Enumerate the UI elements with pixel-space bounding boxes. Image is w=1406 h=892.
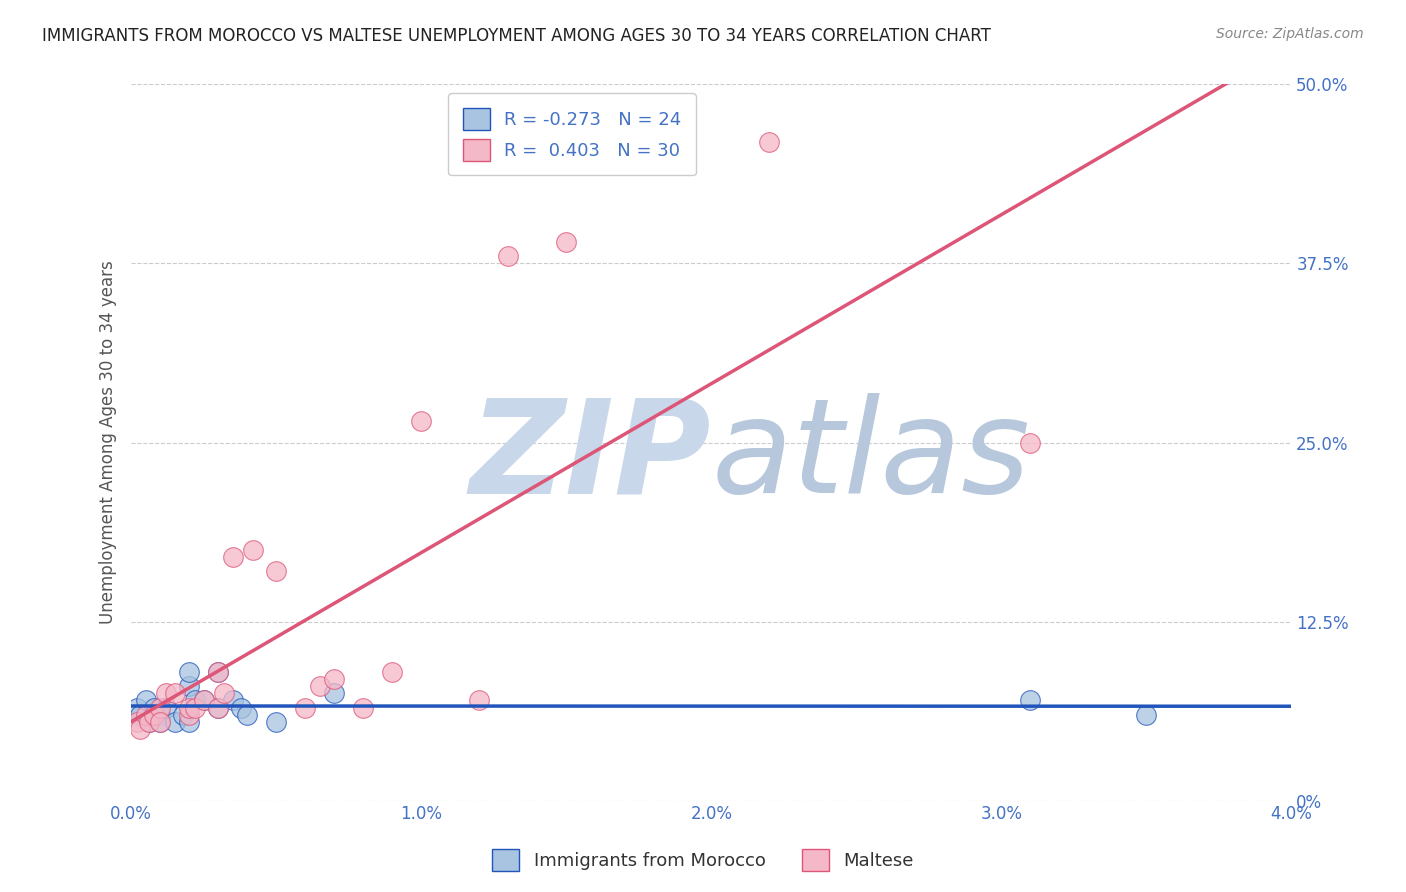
Legend: Immigrants from Morocco, Maltese: Immigrants from Morocco, Maltese (485, 842, 921, 879)
Point (294, 700, 316, 714)
Point (129, 707, 152, 722)
Point (149, 707, 172, 722)
Legend: R = -0.273   N = 24, R =  0.403   N = 30: R = -0.273 N = 24, R = 0.403 N = 30 (449, 94, 696, 176)
Point (135, 707, 157, 722)
Point (236, 707, 259, 722)
Point (149, 714, 172, 729)
Point (179, 714, 201, 729)
Point (222, 693, 245, 707)
Point (207, 700, 229, 714)
Point (323, 686, 346, 700)
Point (1019, 693, 1042, 707)
Point (155, 700, 177, 714)
Point (163, 714, 186, 729)
Point (411, 414, 433, 428)
Point (1019, 435, 1042, 450)
Point (264, 565, 287, 579)
Text: Source: ZipAtlas.com: Source: ZipAtlas.com (1216, 27, 1364, 41)
Point (242, 543, 264, 558)
Point (193, 693, 215, 707)
Point (381, 665, 404, 679)
Point (125, 714, 148, 729)
Point (323, 672, 346, 686)
Point (207, 665, 229, 679)
Point (498, 249, 520, 263)
Point (143, 707, 166, 722)
Point (149, 700, 172, 714)
Point (163, 686, 186, 700)
Point (138, 714, 160, 729)
Point (179, 665, 201, 679)
Point (352, 700, 374, 714)
Point (231, 700, 253, 714)
Point (143, 700, 166, 714)
Point (179, 700, 201, 714)
Point (172, 707, 194, 722)
Point (193, 693, 215, 707)
Point (179, 707, 201, 722)
Point (155, 686, 177, 700)
Text: atlas: atlas (711, 393, 1031, 520)
Point (308, 679, 330, 693)
Text: IMMIGRANTS FROM MOROCCO VS MALTESE UNEMPLOYMENT AMONG AGES 30 TO 34 YEARS CORREL: IMMIGRANTS FROM MOROCCO VS MALTESE UNEMP… (42, 27, 991, 45)
Text: ZIP: ZIP (470, 393, 711, 520)
Point (149, 714, 172, 729)
Point (125, 700, 148, 714)
Point (212, 686, 235, 700)
Point (207, 665, 229, 679)
Point (138, 714, 160, 729)
Point (179, 679, 201, 693)
Point (1135, 707, 1157, 722)
Y-axis label: Unemployment Among Ages 30 to 34 years: Unemployment Among Ages 30 to 34 years (100, 260, 117, 624)
Point (264, 714, 287, 729)
Point (184, 693, 207, 707)
Point (184, 700, 207, 714)
Point (758, 135, 780, 149)
Point (207, 700, 229, 714)
Point (555, 235, 578, 249)
Point (222, 550, 245, 565)
Point (129, 722, 152, 736)
Point (468, 693, 491, 707)
Point (135, 693, 157, 707)
